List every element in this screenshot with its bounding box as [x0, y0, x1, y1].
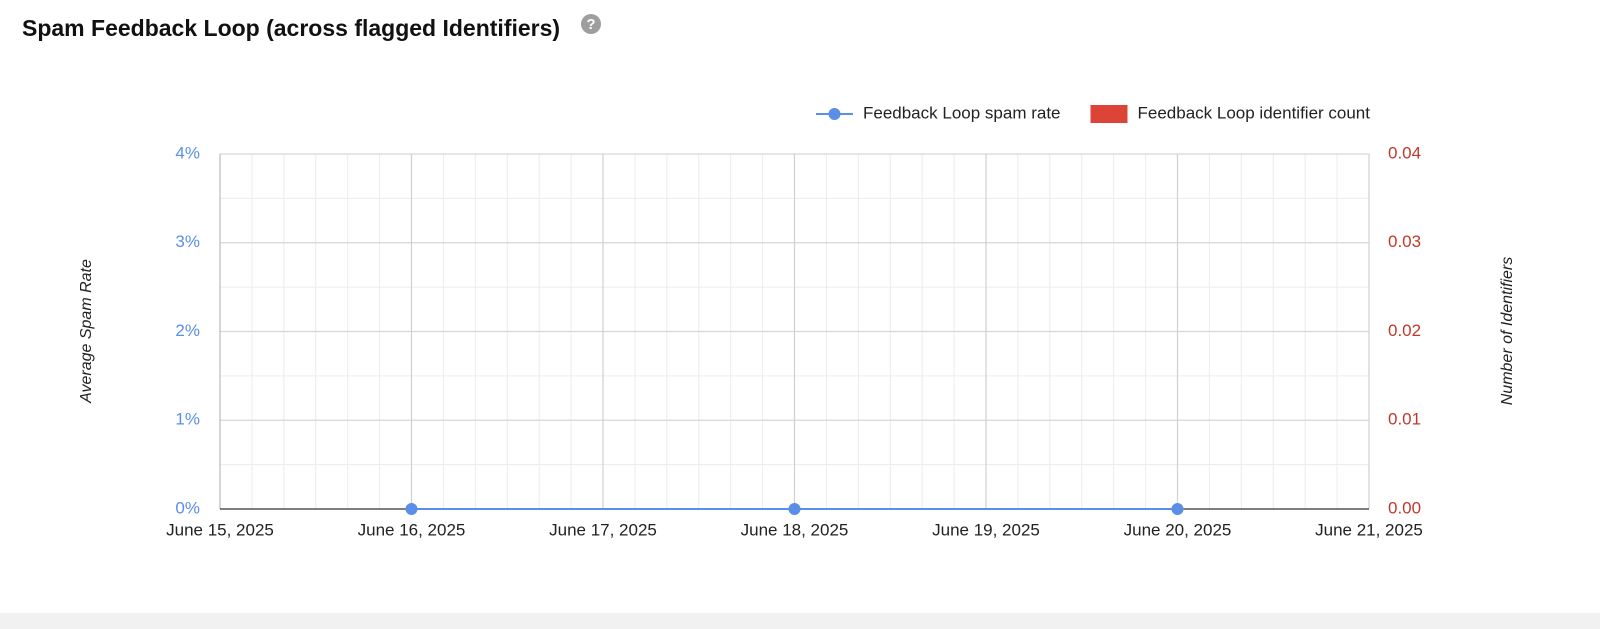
y2-tick-label: 0.00	[1388, 498, 1421, 517]
legend-label: Feedback Loop spam rate	[863, 103, 1061, 122]
x-tick-label: June 19, 2025	[932, 520, 1040, 539]
y2-tick-label: 0.04	[1388, 143, 1421, 162]
legend-swatch-dot	[828, 108, 841, 120]
legend: Feedback Loop identifier count Feedback L…	[815, 103, 1371, 123]
legend-label: Feedback Loop identifier count	[1138, 103, 1371, 122]
y-axis-title: Average Spam Rate	[78, 259, 95, 404]
x-tick-label: June 20, 2025	[1124, 520, 1232, 539]
point	[788, 503, 801, 515]
y2-tick-label: 0.03	[1388, 232, 1421, 251]
y-tick-label: 0%	[175, 498, 200, 517]
x-tick-label: June 15, 2025	[166, 520, 274, 539]
legend-swatch	[1090, 105, 1128, 123]
chart-title: Spam Feedback Loop (across flagged Ident…	[22, 15, 560, 41]
y2-tick-label: 0.02	[1388, 321, 1421, 340]
bottom-separator	[0, 613, 1600, 629]
y-tick-label: 3%	[175, 232, 200, 251]
point	[1171, 503, 1184, 515]
y2-tick-label: 0.01	[1388, 410, 1421, 429]
y-tick-label: 4%	[175, 143, 200, 162]
help-circle[interactable]	[581, 14, 601, 34]
y2-axis-title: Number of Identifiers	[1499, 257, 1516, 406]
x-tick-label: June 21, 2025	[1315, 520, 1423, 539]
point	[405, 503, 418, 515]
x-tick-label: June 17, 2025	[549, 520, 657, 539]
help-icon[interactable]: ?	[581, 14, 601, 34]
help-glyph[interactable]: ?	[586, 16, 595, 33]
grid	[219, 153, 1370, 509]
y-tick-label: 2%	[175, 321, 200, 340]
x-tick-label: June 18, 2025	[741, 520, 849, 539]
x-tick-label: June 16, 2025	[358, 520, 466, 539]
y-tick-label: 1%	[175, 410, 200, 429]
